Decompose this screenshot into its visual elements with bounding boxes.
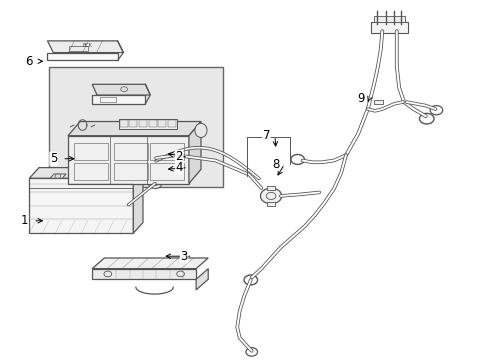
- Polygon shape: [68, 136, 188, 184]
- Text: 1: 1: [21, 214, 28, 227]
- Bar: [120, 120, 127, 127]
- Polygon shape: [133, 168, 142, 233]
- Polygon shape: [86, 174, 102, 178]
- Bar: [158, 120, 166, 127]
- Bar: [114, 163, 147, 180]
- Text: 3: 3: [180, 250, 187, 263]
- Text: 2: 2: [175, 150, 183, 163]
- Polygon shape: [29, 178, 133, 233]
- Circle shape: [148, 179, 162, 189]
- Text: 6: 6: [25, 55, 33, 68]
- Bar: [150, 163, 183, 180]
- Bar: [150, 158, 156, 164]
- Polygon shape: [92, 258, 208, 269]
- Polygon shape: [92, 84, 150, 95]
- Bar: [148, 120, 156, 127]
- Bar: [74, 163, 108, 180]
- Polygon shape: [92, 95, 145, 104]
- Polygon shape: [47, 53, 117, 60]
- Polygon shape: [68, 122, 201, 136]
- Text: 4: 4: [175, 161, 183, 174]
- Polygon shape: [92, 269, 196, 279]
- Bar: [150, 143, 183, 159]
- Bar: [168, 120, 176, 127]
- Polygon shape: [29, 168, 142, 178]
- Circle shape: [260, 188, 281, 204]
- Polygon shape: [50, 174, 66, 178]
- Text: 7: 7: [262, 129, 269, 142]
- Text: 5: 5: [50, 152, 57, 165]
- Circle shape: [55, 174, 61, 178]
- Bar: [373, 100, 382, 104]
- Bar: [139, 120, 146, 127]
- Text: BCK: BCK: [82, 43, 92, 48]
- Bar: [129, 120, 137, 127]
- Text: 8: 8: [272, 158, 279, 171]
- Bar: [49, 67, 223, 187]
- Ellipse shape: [195, 123, 206, 138]
- Bar: [119, 119, 177, 129]
- Bar: [370, 22, 407, 33]
- Circle shape: [91, 174, 97, 178]
- Bar: [266, 186, 274, 190]
- Bar: [114, 143, 147, 159]
- Text: 9: 9: [356, 92, 364, 105]
- Bar: [74, 143, 108, 159]
- Bar: [100, 97, 116, 102]
- Polygon shape: [196, 269, 208, 290]
- Bar: [266, 202, 274, 206]
- Polygon shape: [188, 122, 201, 184]
- Polygon shape: [47, 41, 123, 53]
- Bar: [373, 16, 404, 22]
